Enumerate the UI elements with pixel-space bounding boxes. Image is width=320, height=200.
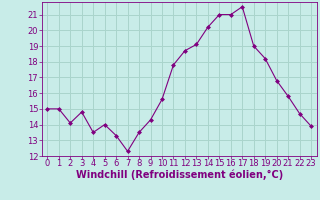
X-axis label: Windchill (Refroidissement éolien,°C): Windchill (Refroidissement éolien,°C) xyxy=(76,170,283,180)
